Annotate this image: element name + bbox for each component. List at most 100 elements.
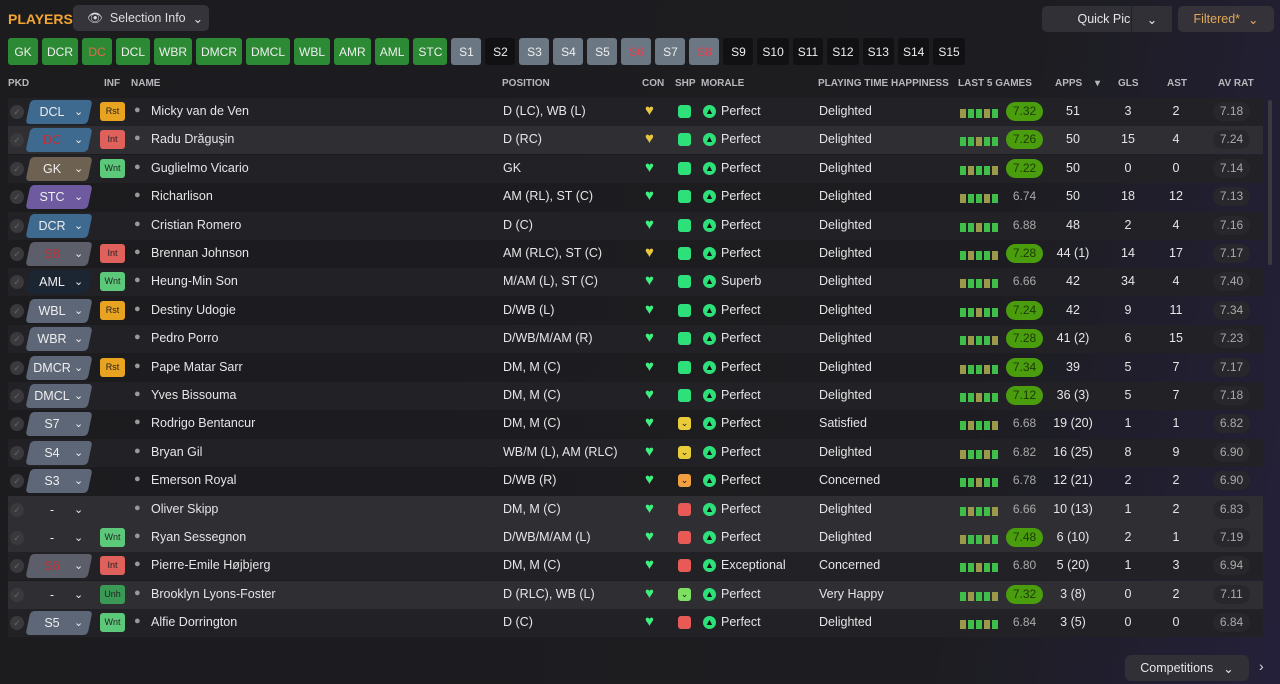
position-chip-s12[interactable]: S12 — [827, 38, 859, 65]
col-pth[interactable]: PLAYING TIME HAPPINESS — [818, 78, 949, 89]
selection-info-button[interactable]: 👁 Selection Info ⌄ — [73, 5, 209, 31]
player-name[interactable]: Radu Drăguşin — [151, 132, 235, 147]
picked-checkbox[interactable]: ✓ — [10, 474, 24, 489]
position-chip-dc[interactable]: DC — [82, 38, 112, 65]
position-chip-s8[interactable]: S8 — [689, 38, 720, 65]
table-row[interactable]: ✓ DC ⌄ Int ● Radu Drăguşin D (RC) ♥ ▲ Pe… — [8, 126, 1263, 155]
col-con[interactable]: CON — [642, 78, 665, 89]
player-name[interactable]: Pierre-Emile Højbjerg — [151, 558, 271, 573]
position-chip-wbr[interactable]: WBR — [154, 38, 193, 65]
position-chip-aml[interactable]: AML — [374, 38, 410, 65]
position-chip-s9[interactable]: S9 — [723, 38, 754, 65]
table-row[interactable]: ✓ S4 ⌄ ● Bryan Gil WB/M (L), AM (RLC) ♥ … — [8, 438, 1263, 467]
position-chip-stc[interactable]: STC — [413, 38, 448, 65]
table-row[interactable]: ✓ S3 ⌄ ● Emerson Royal D/WB (R) ♥ ⌄ ▲ Pe… — [8, 467, 1263, 495]
position-chip-dmcl[interactable]: DMCL — [246, 38, 291, 65]
col-pkd[interactable]: PKD — [8, 78, 30, 89]
picked-checkbox[interactable]: ✓ — [10, 502, 24, 517]
player-name[interactable]: Richarlison — [151, 189, 213, 204]
picked-checkbox[interactable]: ✓ — [10, 360, 24, 375]
table-row[interactable]: ✓ - ⌄ Unh ● Brooklyn Lyons-Foster D (RLC… — [8, 580, 1263, 609]
col-ast[interactable]: AST — [1167, 78, 1187, 89]
player-name[interactable]: Heung-Min Son — [151, 274, 238, 289]
quick-pick-dropdown[interactable]: ⌄ — [1131, 6, 1172, 32]
position-chip-s14[interactable]: S14 — [897, 38, 930, 65]
table-row[interactable]: ✓ DCR ⌄ ● Cristian Romero D (C) ♥ ▲ Perf… — [8, 211, 1263, 240]
competitions-button[interactable]: Competitions ⌄ — [1125, 655, 1249, 681]
player-name[interactable]: Pape Matar Sarr — [151, 359, 243, 374]
table-row[interactable]: ✓ S8 ⌄ Int ● Brennan Johnson AM (RLC), S… — [8, 240, 1263, 268]
table-row[interactable]: ✓ DMCR ⌄ Rst ● Pape Matar Sarr DM, M (C)… — [8, 354, 1263, 382]
position-chip-gk[interactable]: GK — [8, 38, 38, 65]
player-name[interactable]: Yves Bissouma — [151, 388, 237, 402]
picked-checkbox[interactable]: ✓ — [10, 417, 24, 432]
player-name[interactable]: Micky van de Ven — [151, 104, 249, 118]
table-row[interactable]: ✓ DCL ⌄ Rst ● Micky van de Ven D (LC), W… — [8, 98, 1263, 126]
player-name[interactable]: Brooklyn Lyons-Foster — [151, 586, 276, 601]
position-chip-s1[interactable]: S1 — [451, 38, 482, 65]
scrollbar[interactable] — [1268, 100, 1272, 265]
position-chip-dmcr[interactable]: DMCR — [196, 38, 243, 65]
col-name[interactable]: NAME — [131, 78, 161, 89]
table-row[interactable]: ✓ DMCL ⌄ ● Yves Bissouma DM, M (C) ♥ ▲ P… — [8, 382, 1263, 410]
position-chip-dcl[interactable]: DCL — [116, 38, 151, 65]
picked-checkbox[interactable]: ✓ — [10, 559, 24, 574]
player-name[interactable]: Bryan Gil — [151, 444, 203, 459]
position-chip-s10[interactable]: S10 — [757, 38, 789, 65]
table-row[interactable]: ✓ - ⌄ ● Oliver Skipp DM, M (C) ♥ ▲ Perfe… — [8, 495, 1263, 524]
player-name[interactable]: Oliver Skipp — [151, 501, 219, 516]
position-chip-amr[interactable]: AMR — [334, 38, 371, 65]
filter-button[interactable]: Filtered* ⌄ — [1178, 6, 1274, 32]
table-row[interactable]: ✓ S7 ⌄ ● Rodrigo Bentancur DM, M (C) ♥ ⌄… — [8, 410, 1263, 438]
player-name[interactable]: Pedro Porro — [151, 331, 219, 346]
picked-checkbox[interactable]: ✓ — [10, 303, 24, 318]
picked-checkbox[interactable]: ✓ — [10, 531, 24, 545]
picked-checkbox[interactable]: ✓ — [10, 445, 24, 460]
picked-checkbox[interactable]: ✓ — [10, 161, 24, 176]
picked-checkbox[interactable]: ✓ — [10, 275, 24, 290]
player-name[interactable]: Destiny Udogie — [151, 302, 236, 317]
picked-checkbox[interactable]: ✓ — [10, 105, 24, 119]
picked-checkbox[interactable]: ✓ — [10, 218, 24, 233]
position-chip-s2[interactable]: S2 — [485, 38, 516, 65]
table-row[interactable]: ✓ GK ⌄ Wnt ● Guglielmo Vicario GK ♥ ▲ Pe… — [8, 154, 1263, 183]
position-chip-dcr[interactable]: DCR — [42, 38, 78, 65]
table-row[interactable]: ✓ S6 ⌄ Int ● Pierre-Emile Højbjerg DM, M… — [8, 552, 1263, 581]
picked-checkbox[interactable]: ✓ — [10, 616, 24, 631]
table-row[interactable]: ✓ WBR ⌄ ● Pedro Porro D/WB/M/AM (R) ♥ ▲ … — [8, 325, 1263, 354]
picked-checkbox[interactable]: ✓ — [10, 190, 24, 205]
col-inf[interactable]: INF — [104, 78, 121, 89]
player-name[interactable]: Guglielmo Vicario — [151, 160, 249, 175]
position-chip-s11[interactable]: S11 — [792, 38, 824, 65]
table-row[interactable]: ✓ S5 ⌄ Wnt ● Alfie Dorrington D (C) ♥ ▲ … — [8, 609, 1263, 638]
picked-checkbox[interactable]: ✓ — [10, 389, 24, 403]
player-name[interactable]: Ryan Sessegnon — [151, 530, 247, 544]
col-avrat[interactable]: AV RAT — [1218, 78, 1254, 89]
col-apps[interactable]: APPS — [1055, 78, 1083, 89]
position-chip-s15[interactable]: S15 — [933, 38, 965, 65]
position-chip-s4[interactable]: S4 — [553, 38, 584, 65]
table-row[interactable]: ✓ STC ⌄ ● Richarlison AM (RL), ST (C) ♥ … — [8, 183, 1263, 211]
col-last5[interactable]: LAST 5 GAMES — [958, 78, 1032, 89]
table-row[interactable]: ✓ WBL ⌄ Rst ● Destiny Udogie D/WB (L) ♥ … — [8, 297, 1263, 325]
position-chip-s6[interactable]: S6 — [621, 38, 652, 65]
picked-checkbox[interactable]: ✓ — [10, 332, 24, 347]
player-name[interactable]: Brennan Johnson — [151, 246, 249, 260]
chevron-right-icon[interactable]: › — [1259, 658, 1264, 674]
picked-checkbox[interactable]: ✓ — [10, 247, 24, 261]
picked-checkbox[interactable]: ✓ — [10, 587, 24, 602]
position-chip-wbl[interactable]: WBL — [294, 38, 331, 65]
player-name[interactable]: Rodrigo Bentancur — [151, 416, 256, 431]
table-row[interactable]: ✓ AML ⌄ Wnt ● Heung-Min Son M/AM (L), ST… — [8, 268, 1263, 297]
picked-checkbox[interactable]: ✓ — [10, 133, 24, 148]
player-name[interactable]: Emerson Royal — [151, 473, 237, 488]
player-name[interactable]: Cristian Romero — [151, 217, 242, 232]
col-shp[interactable]: SHP — [675, 78, 696, 89]
position-chip-s7[interactable]: S7 — [655, 38, 686, 65]
table-row[interactable]: ✓ - ⌄ Wnt ● Ryan Sessegnon D/WB/M/AM (L)… — [8, 524, 1263, 552]
position-chip-s13[interactable]: S13 — [862, 38, 894, 65]
position-chip-s5[interactable]: S5 — [587, 38, 618, 65]
position-chip-s3[interactable]: S3 — [519, 38, 550, 65]
col-gls[interactable]: GLS — [1118, 78, 1139, 89]
player-name[interactable]: Alfie Dorrington — [151, 615, 238, 630]
